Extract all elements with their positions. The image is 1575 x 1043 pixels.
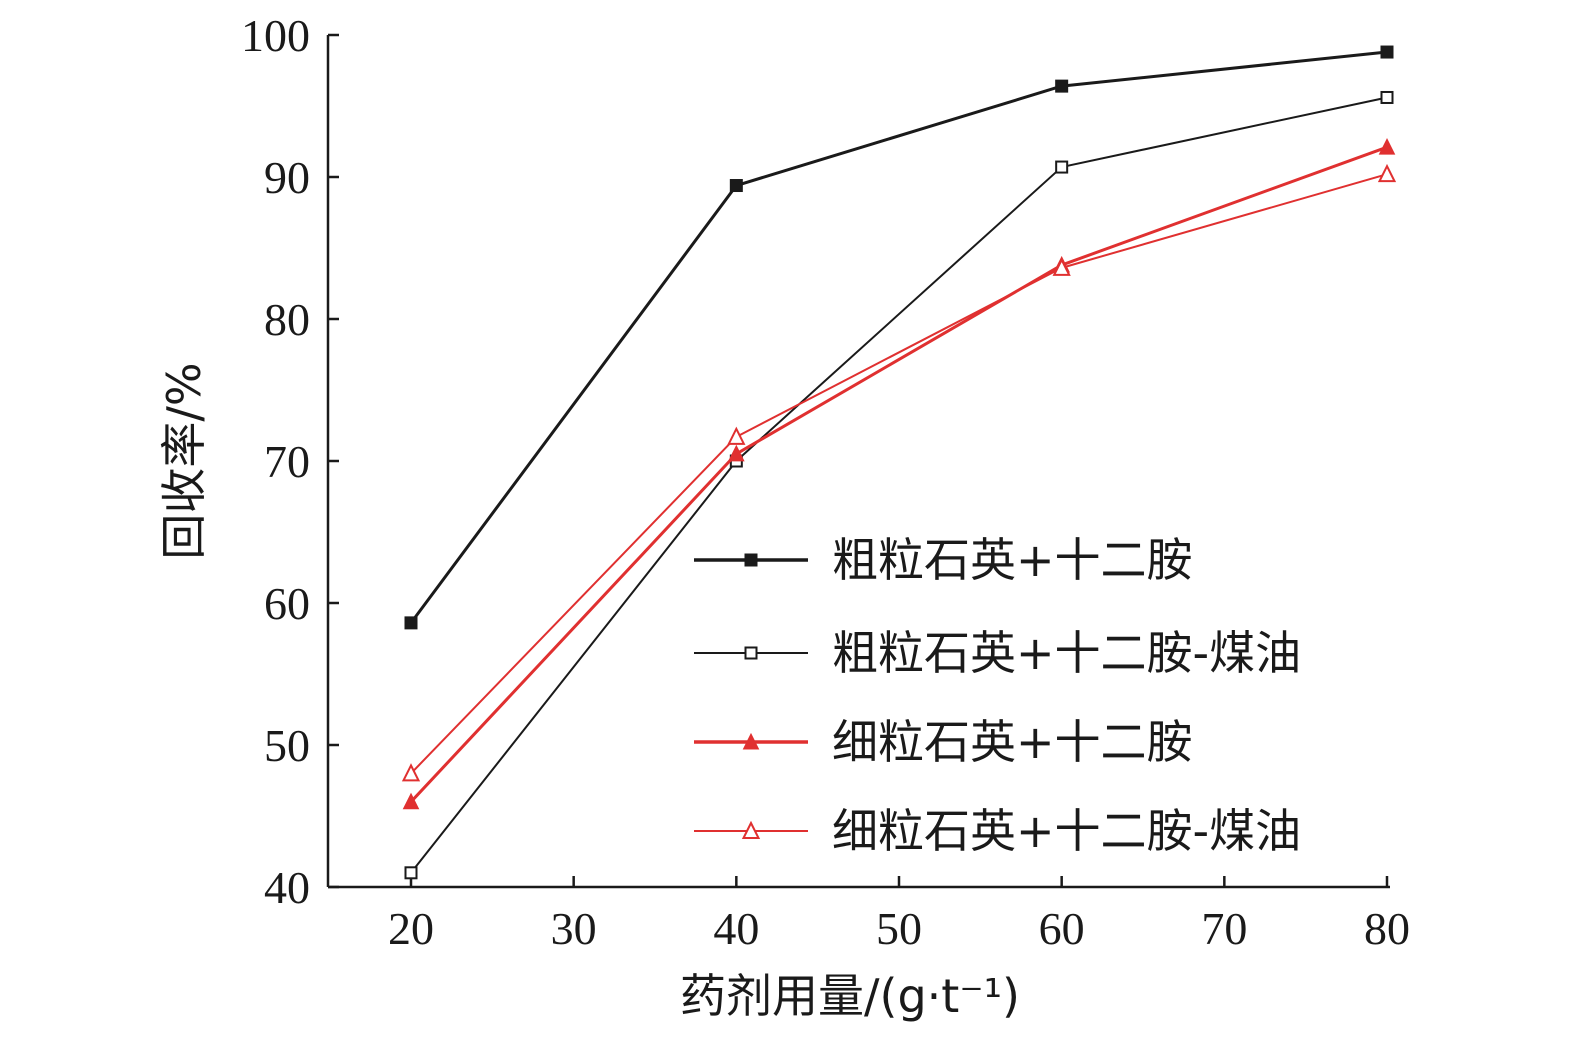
- series-1-point: [404, 616, 418, 630]
- y-axis-title: 回收率/%: [157, 362, 211, 559]
- legend-marker: [741, 820, 761, 839]
- y-tick-label: 40: [264, 862, 310, 913]
- y-tick-label: 100: [241, 10, 310, 61]
- series-2-point: [1055, 160, 1069, 174]
- series-4-point: [727, 426, 746, 445]
- series-3-point: [1378, 138, 1396, 155]
- series-4-point: [1052, 257, 1071, 276]
- legend-marker: [742, 732, 760, 750]
- x-tick-label: 60: [1039, 903, 1085, 954]
- legend-item-2: 粗粒石英+十二胺-煤油: [694, 626, 1301, 680]
- legend-label: 细粒石英+十二胺-煤油: [832, 804, 1301, 858]
- series-1-line: [409, 50, 1388, 624]
- x-tick-label: 70: [1201, 903, 1247, 954]
- y-ticks: 40 50 60 70 80 90 100: [241, 10, 339, 913]
- series-4-point: [1377, 163, 1397, 183]
- x-ticks: 20 30 40 50 60 70 80: [388, 876, 1410, 954]
- series-4: [401, 163, 1397, 782]
- series-1-point: [1055, 79, 1069, 93]
- series-2-line: [410, 96, 1388, 874]
- series-3: [402, 138, 1396, 810]
- series-4-line: [410, 173, 1388, 775]
- y-tick-label: 60: [264, 578, 310, 629]
- series-3-point: [728, 444, 745, 462]
- legend-label: 细粒石英+十二胺: [832, 715, 1193, 769]
- series-layer: [401, 45, 1397, 880]
- legend-item-3: 细粒石英+十二胺: [694, 715, 1193, 769]
- series-1-point: [729, 179, 743, 193]
- legend-item-1: 粗粒石英+十二胺: [694, 533, 1193, 587]
- x-tick-label: 40: [713, 903, 759, 954]
- x-tick-label: 30: [551, 903, 597, 954]
- legend-item-4: 细粒石英+十二胺-煤油: [694, 804, 1301, 858]
- y-tick-label: 70: [264, 436, 310, 487]
- x-tick-label: 50: [876, 903, 922, 954]
- x-tick-label: 20: [388, 903, 434, 954]
- series-2-point: [1380, 90, 1394, 104]
- x-tick-label: 80: [1364, 903, 1410, 954]
- series-1: [404, 45, 1394, 630]
- series-3-line: [409, 145, 1388, 803]
- series-2-point: [404, 866, 418, 880]
- legend-label: 粗粒石英+十二胺: [832, 533, 1193, 587]
- legend-marker: [744, 646, 758, 660]
- series-1-point: [1380, 45, 1394, 59]
- y-tick-label: 80: [264, 294, 310, 345]
- y-tick-label: 90: [264, 152, 310, 203]
- legend-label: 粗粒石英+十二胺-煤油: [832, 626, 1301, 680]
- x-axis-title: 药剂用量/(g·t⁻¹): [680, 969, 1020, 1023]
- series-3-point: [402, 792, 420, 810]
- y-tick-label: 50: [264, 720, 310, 771]
- legend-marker: [744, 553, 758, 567]
- series-4-point: [401, 763, 421, 782]
